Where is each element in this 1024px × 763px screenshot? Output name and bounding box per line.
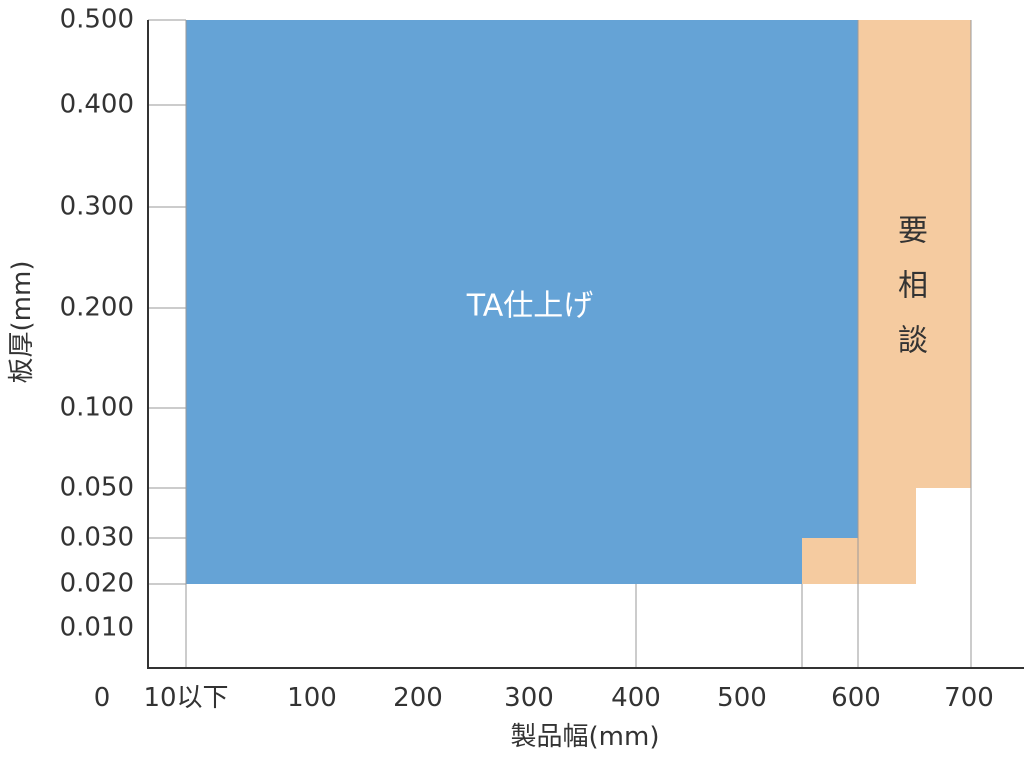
y-tick-label-0-4: 0.400 — [60, 90, 134, 120]
regions-layer — [186, 20, 971, 584]
x-tick-label-100: 100 — [287, 683, 337, 713]
x-tick-label-10: 10以下 — [143, 683, 228, 713]
x-tick-label-200: 200 — [393, 683, 443, 713]
ticks-layer: 0 10以下 100 200 300 400 500 600 700 0.010 0.020 0.03… — [60, 5, 994, 714]
region-label-consult: 要相談 — [898, 214, 928, 359]
y-tick-label-0-3: 0.300 — [60, 192, 134, 222]
region-consult — [802, 20, 971, 584]
region-label-ta-finish: TA仕上げ — [466, 289, 594, 324]
y-tick-label-0-5: 0.500 — [60, 5, 134, 35]
x-axis-title: 製品幅(mm) — [511, 722, 660, 752]
x-tick-label-500: 500 — [717, 683, 767, 713]
y-tick-label-0-03: 0.030 — [60, 523, 134, 553]
y-tick-label-0-2: 0.200 — [60, 293, 134, 323]
x-tick-label-300: 300 — [504, 683, 554, 713]
x-tick-label-700: 700 — [944, 683, 994, 713]
y-tick-label-0-01: 0.010 — [60, 613, 134, 643]
region-ta-finish — [186, 20, 858, 584]
labels-layer: 製品幅(mm) 板厚(mm) TA仕上げ 要相談 — [7, 214, 928, 753]
guides-layer — [148, 19, 972, 668]
x-tick-label-0: 0 — [94, 683, 111, 713]
x-tick-label-600: 600 — [831, 683, 881, 713]
y-axis-title: 板厚(mm) — [7, 261, 37, 384]
y-tick-label-0-1: 0.100 — [60, 393, 134, 423]
y-tick-label-0-02: 0.020 — [60, 569, 134, 599]
x-tick-label-400: 400 — [611, 683, 661, 713]
axes-layer — [147, 20, 1024, 669]
y-tick-label-0-05: 0.050 — [60, 473, 134, 503]
